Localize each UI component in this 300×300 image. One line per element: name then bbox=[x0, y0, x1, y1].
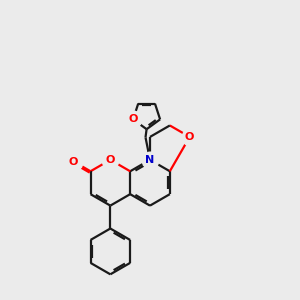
Text: O: O bbox=[128, 114, 138, 124]
Text: O: O bbox=[185, 132, 194, 142]
Text: O: O bbox=[106, 155, 115, 165]
Text: N: N bbox=[146, 155, 154, 165]
Text: O: O bbox=[69, 157, 78, 166]
